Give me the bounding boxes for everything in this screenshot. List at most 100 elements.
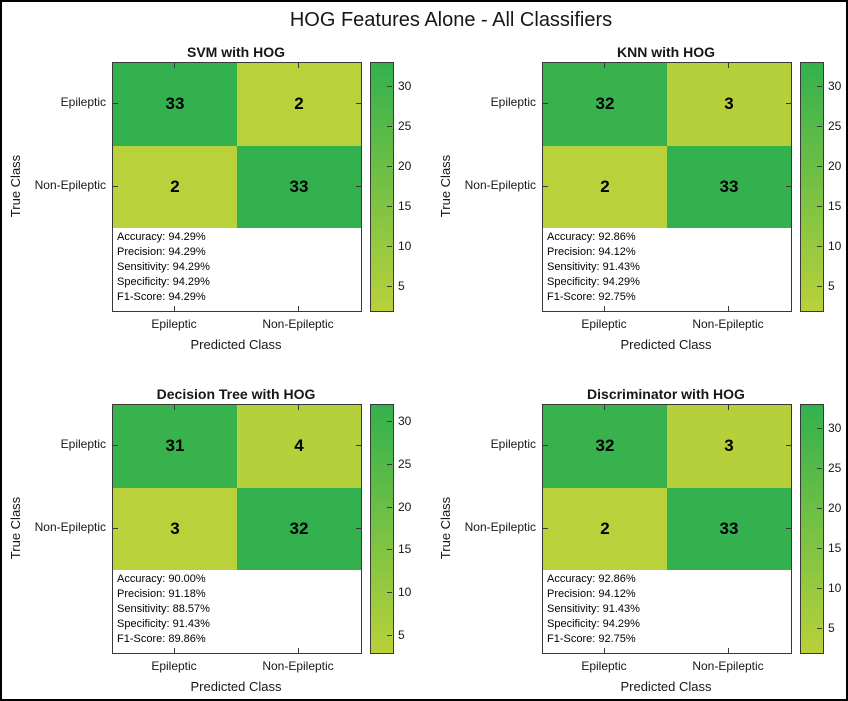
axes-box: 32 3 2 33 Accuracy: 92.86% Precision: 94.… bbox=[542, 62, 792, 312]
metric-line: Specificity: 94.29% bbox=[547, 276, 640, 288]
subplot-title: SVM with HOG bbox=[187, 44, 285, 60]
colorbar-tick-label: 30 bbox=[398, 79, 412, 93]
y-tick-label: Epileptic bbox=[490, 95, 536, 109]
colorbar-tick bbox=[387, 206, 392, 207]
x-axis-label: Predicted Class bbox=[190, 337, 282, 352]
colorbar-tick-label: 5 bbox=[398, 627, 405, 642]
axis-tick bbox=[543, 445, 548, 447]
colorbar-tick bbox=[817, 206, 822, 207]
matrix-cell: 31 bbox=[113, 405, 237, 488]
matrix-cell: 33 bbox=[237, 145, 361, 229]
colorbar-tick bbox=[817, 548, 822, 549]
metric-line: Sensitivity: 91.43% bbox=[547, 603, 640, 615]
colorbar bbox=[800, 404, 824, 654]
x-tick-label: Non-Epileptic bbox=[262, 659, 334, 673]
colorbar-tick-label: 20 bbox=[828, 501, 842, 515]
colorbar-tick-label: 10 bbox=[398, 239, 412, 253]
x-tick-label: Non-Epileptic bbox=[692, 659, 764, 673]
y-tick-label: Epileptic bbox=[60, 95, 106, 109]
colorbar-tick bbox=[817, 246, 822, 247]
axis-tick bbox=[356, 103, 361, 105]
y-tick-label: Non-Epileptic bbox=[464, 520, 536, 534]
x-tick-label: Epileptic bbox=[151, 317, 197, 331]
x-axis-label: Predicted Class bbox=[620, 679, 712, 694]
axis-tick bbox=[174, 306, 175, 311]
x-tick-label: Non-Epileptic bbox=[692, 317, 764, 331]
colorbar-tick bbox=[387, 286, 392, 287]
colorbar-tick bbox=[817, 126, 822, 127]
colorbar-tick-label: 5 bbox=[398, 279, 405, 293]
colorbar-tick bbox=[817, 628, 822, 629]
axis-tick bbox=[298, 63, 299, 68]
figure-title: HOG Features Alone - All Classifiers bbox=[289, 9, 613, 31]
matrix-cell: 2 bbox=[543, 145, 667, 229]
metric-line: F1-Score: 94.29% bbox=[117, 291, 206, 303]
axis-tick bbox=[728, 63, 729, 68]
colorbar-tick bbox=[387, 86, 392, 87]
matrix-cell: 2 bbox=[113, 145, 237, 229]
metric-line: Accuracy: 90.00% bbox=[117, 573, 206, 585]
matrix-cell: 2 bbox=[543, 487, 667, 571]
axis-tick bbox=[728, 405, 729, 410]
colorbar-tick bbox=[387, 549, 392, 551]
colorbar-tick-label: 10 bbox=[828, 239, 842, 253]
matrix-cell: 32 bbox=[237, 487, 361, 571]
axis-tick bbox=[543, 103, 548, 105]
axis-tick bbox=[356, 445, 361, 447]
colorbar-tick-label: 25 bbox=[398, 456, 412, 471]
metric-line: Sensitivity: 91.43% bbox=[547, 261, 640, 273]
colorbar-tick-label: 20 bbox=[398, 499, 412, 514]
confusion-matrix-subplot: Discriminator with HOG True Class Epilep… bbox=[432, 386, 846, 699]
colorbar-tick-label: 5 bbox=[828, 279, 835, 293]
metric-line: Specificity: 91.43% bbox=[117, 618, 210, 630]
matrix-cell: 33 bbox=[113, 63, 237, 146]
metrics-block: Accuracy: 92.86% Precision: 94.12% Sensiti… bbox=[547, 230, 777, 305]
colorbar-tick-label: 10 bbox=[828, 581, 842, 595]
x-axis-label: Predicted Class bbox=[190, 679, 282, 694]
colorbar-tick-label: 25 bbox=[828, 119, 842, 133]
y-tick-label: Non-Epileptic bbox=[464, 178, 536, 192]
matrix-cell: 3 bbox=[113, 487, 237, 571]
metrics-block: Accuracy: 94.29% Precision: 94.29% Sensiti… bbox=[117, 230, 347, 305]
colorbar bbox=[370, 62, 394, 312]
y-tick-label: Non-Epileptic bbox=[34, 178, 106, 192]
confusion-matrix-subplot: Decision Tree with HOG True Class Epilep… bbox=[2, 386, 426, 699]
subplot-title: Discriminator with HOG bbox=[587, 386, 745, 402]
colorbar-tick bbox=[817, 428, 822, 429]
x-tick-label: Epileptic bbox=[581, 317, 627, 331]
colorbar-tick-label: 30 bbox=[398, 414, 412, 429]
metric-line: Precision: 94.12% bbox=[547, 246, 636, 258]
x-tick-label: Epileptic bbox=[581, 659, 627, 673]
metric-line: F1-Score: 92.75% bbox=[547, 633, 636, 645]
matrix-cell: 3 bbox=[667, 63, 791, 146]
axis-tick bbox=[113, 103, 118, 105]
matrix-cell: 2 bbox=[237, 63, 361, 146]
y-tick-label: Epileptic bbox=[490, 437, 536, 451]
colorbar-tick bbox=[387, 246, 392, 247]
colorbar-tick-label: 30 bbox=[828, 421, 842, 435]
matrix-cell: 32 bbox=[543, 63, 667, 146]
axis-tick bbox=[604, 405, 605, 410]
colorbar-tick-label: 25 bbox=[828, 461, 842, 475]
colorbar-tick-label: 5 bbox=[828, 621, 835, 635]
colorbar-tick-label: 15 bbox=[398, 199, 412, 213]
colorbar-tick bbox=[817, 508, 822, 509]
axis-tick bbox=[728, 306, 729, 311]
metric-line: F1-Score: 92.75% bbox=[547, 291, 636, 303]
axis-tick bbox=[174, 405, 175, 410]
axes-box: 31 4 3 32 Accuracy: 90.00% Precision: 91.… bbox=[112, 404, 362, 654]
colorbar-tick-label: 15 bbox=[828, 541, 842, 555]
axis-tick bbox=[174, 648, 175, 653]
axis-tick bbox=[113, 445, 118, 447]
axis-tick bbox=[786, 186, 791, 187]
axis-tick bbox=[113, 186, 118, 187]
confusion-matrix-subplot: KNN with HOG True Class Epileptic Non-Ep… bbox=[432, 44, 846, 386]
axis-tick bbox=[298, 306, 299, 311]
axis-tick bbox=[543, 186, 548, 187]
metric-line: F1-Score: 89.86% bbox=[117, 633, 206, 645]
colorbar-tick bbox=[387, 506, 392, 508]
confusion-matrix-subplot: SVM with HOG True Class Epileptic Non-Ep… bbox=[2, 44, 426, 386]
colorbar-tick bbox=[387, 421, 392, 423]
axis-tick bbox=[298, 648, 299, 653]
